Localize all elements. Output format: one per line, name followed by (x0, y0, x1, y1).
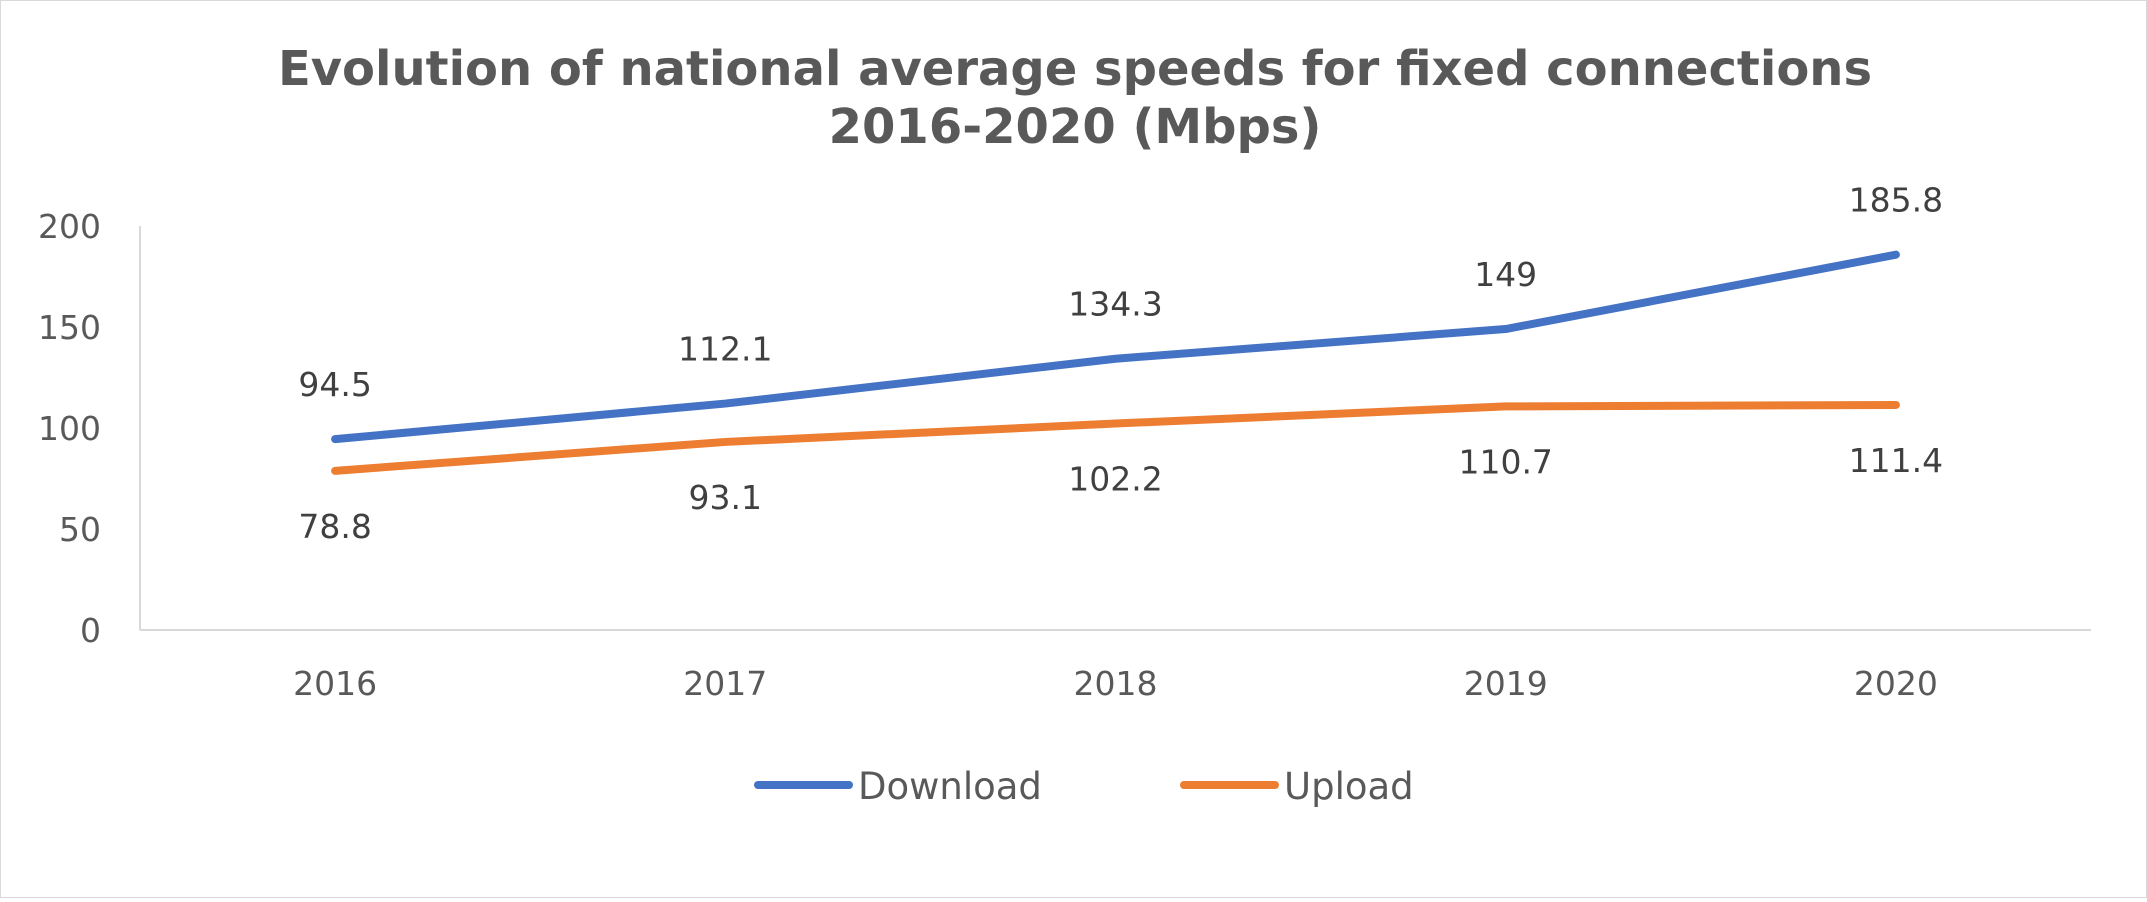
data-label-upload: 110.7 (1458, 442, 1552, 481)
x-tick-label: 2020 (1854, 664, 1938, 703)
series-line-download (331, 250, 1900, 444)
y-tick-label: 100 (38, 409, 101, 448)
data-label-download: 94.5 (298, 365, 371, 404)
chart-subtitle: 2016-2020 (Mbps) (829, 99, 1322, 155)
x-tick-label: 2019 (1464, 664, 1548, 703)
data-label-upload: 111.4 (1849, 441, 1943, 480)
y-tick-label: 200 (38, 207, 101, 246)
data-label-upload: 93.1 (689, 478, 762, 517)
axes: 0 50 100 150 200 2016 2017 2018 2019 2020 (38, 207, 2091, 703)
x-tick-label: 2017 (683, 664, 767, 703)
data-label-upload: 78.8 (298, 507, 371, 546)
series-line-upload (331, 400, 1900, 475)
chart-title: Evolution of national average speeds for… (278, 41, 1872, 97)
x-tick-label: 2018 (1074, 664, 1158, 703)
data-label-download: 112.1 (678, 330, 772, 369)
legend-label-download: Download (858, 765, 1042, 808)
series-lines (331, 250, 1900, 475)
y-tick-label: 50 (59, 510, 101, 549)
data-label-upload: 102.2 (1068, 460, 1162, 499)
x-tick-label: 2016 (293, 664, 377, 703)
data-label-download: 149 (1474, 255, 1537, 294)
data-labels: 94.5 112.1 134.3 149 185.8 78.8 93.1 102.2 110.7… (298, 181, 1943, 546)
data-label-download: 134.3 (1068, 285, 1162, 324)
legend-label-upload: Upload (1284, 765, 1414, 808)
legend: Download Upload (754, 765, 1414, 808)
y-tick-label: 150 (38, 308, 101, 347)
data-label-download: 185.8 (1849, 181, 1943, 220)
y-tick-label: 0 (80, 611, 101, 650)
